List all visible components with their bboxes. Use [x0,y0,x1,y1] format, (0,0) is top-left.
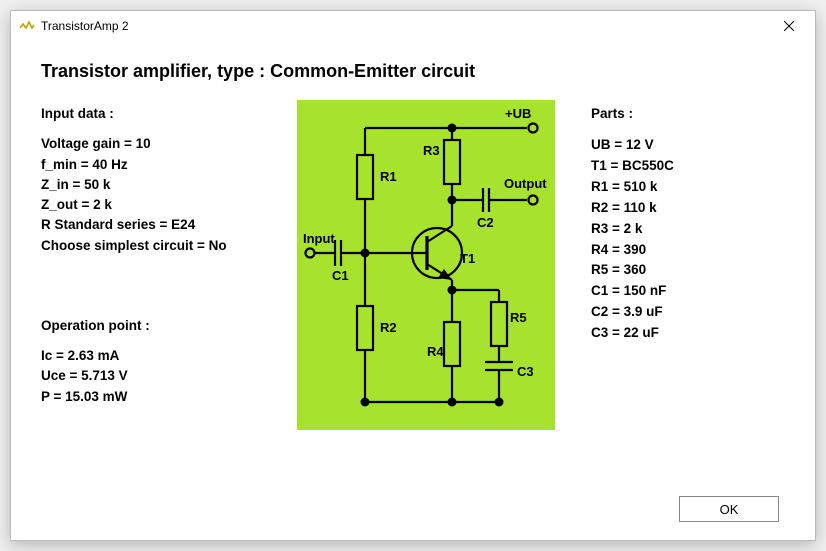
left-column: Input data : Voltage gain = 10 f_min = 4… [41,100,269,486]
label-c1: C1 [332,268,349,283]
op-uce: Uce = 5.713 V [41,366,269,386]
label-r1: R1 [380,169,397,184]
input-voltage-gain: Voltage gain = 10 [41,134,269,154]
label-ub: +UB [505,106,531,121]
part-c1: C1 = 150 nF [591,281,753,302]
input-data-heading: Input data : [41,104,269,124]
window-title: TransistorAmp 2 [41,19,129,33]
label-r3: R3 [423,143,440,158]
right-column: Parts : UB = 12 V T1 = BC550C R1 = 510 k… [583,100,753,486]
columns: Input data : Voltage gain = 10 f_min = 4… [41,100,785,486]
label-output: Output [504,176,547,191]
input-zout: Z_out = 2 k [41,195,269,215]
ok-button[interactable]: OK [679,496,779,522]
schematic-column: +UB Output Input R1 R2 R3 R4 R5 C1 C2 C3… [287,100,565,486]
part-r4: R4 = 390 [591,240,753,261]
close-icon [784,21,794,31]
operation-point-heading: Operation point : [41,316,269,336]
label-input: Input [303,231,335,246]
label-r2: R2 [380,320,397,335]
part-ub: UB = 12 V [591,135,753,156]
footer: OK [41,496,785,522]
titlebar: TransistorAmp 2 [11,11,815,41]
input-fmin: f_min = 40 Hz [41,155,269,175]
part-r3: R3 = 2 k [591,219,753,240]
schematic-diagram: +UB Output Input R1 R2 R3 R4 R5 C1 C2 C3… [297,100,555,430]
close-button[interactable] [767,11,811,41]
content-area: Transistor amplifier, type : Common-Emit… [11,41,815,540]
part-r1: R1 = 510 k [591,177,753,198]
label-c3: C3 [517,364,534,379]
op-ic: Ic = 2.63 mA [41,346,269,366]
app-icon [19,18,35,34]
label-c2: C2 [477,215,494,230]
dialog-window: TransistorAmp 2 Transistor amplifier, ty… [10,10,816,541]
input-rseries: R Standard series = E24 [41,215,269,235]
label-r4: R4 [427,344,444,359]
label-t1: T1 [460,251,475,266]
parts-heading: Parts : [591,104,753,125]
part-c2: C2 = 3.9 uF [591,302,753,323]
input-simplest: Choose simplest circuit = No [41,236,269,256]
part-c3: C3 = 22 uF [591,323,753,344]
part-r5: R5 = 360 [591,260,753,281]
page-title: Transistor amplifier, type : Common-Emit… [41,61,785,82]
part-t1: T1 = BC550C [591,156,753,177]
input-zin: Z_in = 50 k [41,175,269,195]
part-r2: R2 = 110 k [591,198,753,219]
label-r5: R5 [510,310,527,325]
op-p: P = 15.03 mW [41,387,269,407]
